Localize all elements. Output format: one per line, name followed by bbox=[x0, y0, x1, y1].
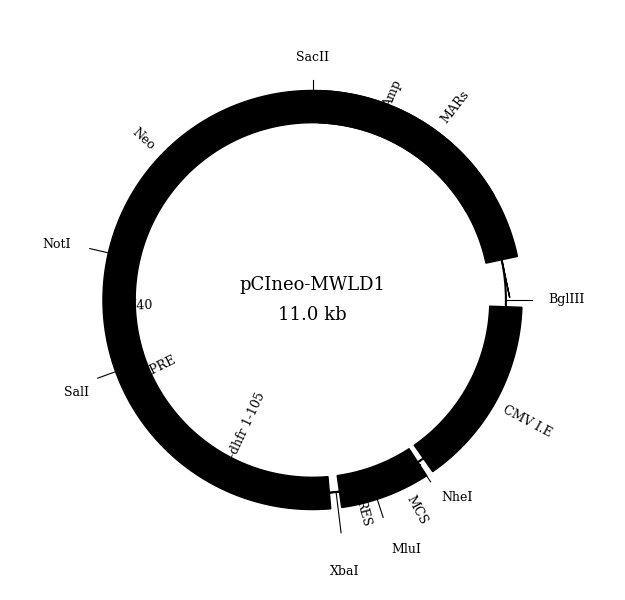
Text: SV40: SV40 bbox=[119, 299, 153, 313]
Polygon shape bbox=[464, 175, 499, 237]
Polygon shape bbox=[103, 253, 143, 361]
Text: W PRE: W PRE bbox=[133, 354, 178, 385]
Polygon shape bbox=[337, 464, 391, 508]
Polygon shape bbox=[355, 465, 421, 491]
Text: MARs: MARs bbox=[438, 88, 471, 126]
Text: LZ-dhfr 1-105: LZ-dhfr 1-105 bbox=[219, 390, 268, 475]
Text: CMV I.E: CMV I.E bbox=[501, 404, 554, 440]
Text: SalI: SalI bbox=[64, 386, 89, 399]
Text: RES: RES bbox=[353, 498, 372, 527]
Text: BglIII: BglIII bbox=[549, 293, 585, 307]
Polygon shape bbox=[392, 440, 450, 481]
Text: Neo: Neo bbox=[129, 125, 158, 152]
Polygon shape bbox=[319, 91, 518, 263]
Text: 11.0 kb: 11.0 kb bbox=[278, 305, 347, 323]
Polygon shape bbox=[379, 449, 427, 494]
Polygon shape bbox=[118, 326, 139, 394]
Polygon shape bbox=[141, 401, 331, 509]
Polygon shape bbox=[495, 228, 510, 298]
Polygon shape bbox=[112, 352, 168, 420]
Polygon shape bbox=[298, 490, 368, 496]
Polygon shape bbox=[414, 306, 522, 472]
Text: MCS: MCS bbox=[404, 493, 429, 526]
Text: XbaI: XbaI bbox=[330, 565, 360, 578]
Text: pCIneo-MWLD1: pCIneo-MWLD1 bbox=[239, 277, 386, 295]
Polygon shape bbox=[349, 467, 415, 494]
Text: NheI: NheI bbox=[441, 491, 472, 505]
Polygon shape bbox=[108, 98, 267, 260]
Polygon shape bbox=[136, 385, 176, 443]
Text: MluI: MluI bbox=[391, 543, 421, 556]
Polygon shape bbox=[231, 103, 300, 122]
Text: Amp: Amp bbox=[381, 79, 404, 110]
Text: SacII: SacII bbox=[296, 51, 329, 64]
Polygon shape bbox=[258, 91, 494, 211]
Text: NotI: NotI bbox=[42, 238, 71, 251]
